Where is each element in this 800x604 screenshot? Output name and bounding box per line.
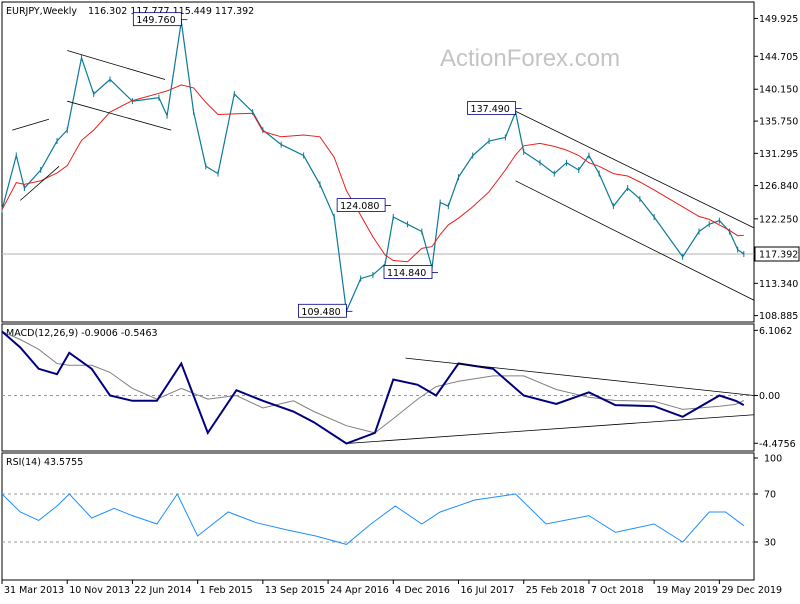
macd-trendline	[405, 357, 755, 396]
macd-trendline	[346, 414, 755, 444]
rsi-line	[1, 493, 745, 545]
rsi-y-tick-label: 100	[764, 454, 782, 465]
callout-box	[336, 198, 386, 212]
callout-label: 109.480	[301, 307, 340, 318]
macd-y-tick-label: 0.00	[759, 391, 780, 402]
price-trendline	[67, 50, 166, 80]
macd-panel-frame	[1, 323, 755, 452]
callout-box	[132, 12, 182, 27]
price-y-tick-label: 122.250	[759, 214, 798, 225]
rsi-y-tick-label: 70	[764, 490, 776, 501]
price-y-tick-label: 140.150	[759, 85, 798, 96]
price-trendline	[67, 100, 172, 131]
x-tick-label: 31 Mar 2013	[4, 585, 64, 596]
price-y-tick-label: 126.840	[759, 181, 798, 192]
callout-label: 114.840	[387, 268, 426, 279]
x-tick-label: 22 Jun 2014	[134, 585, 191, 596]
price-trendline	[12, 118, 49, 131]
price-layer: 149.760 137.490 124.080 114.840 109.480	[1, 12, 755, 318]
watermark: ActionForex.com	[440, 45, 620, 72]
price-trendline	[505, 105, 755, 229]
macd-y-tick-label: -4.4756	[759, 439, 796, 450]
x-tick-label: 7 Oct 2018	[591, 585, 644, 596]
price-y-tick-label: 135.750	[759, 117, 798, 128]
price-y-tick-label: 113.340	[759, 279, 798, 290]
grid-layer	[2, 253, 754, 543]
price-line	[1, 21, 745, 314]
price-panel-title: EURJPY,Weekly	[6, 6, 77, 17]
price-trendline	[515, 180, 755, 301]
axes-layer: 149.925 144.705 140.150 135.750 131.295 126.8…	[1, 14, 800, 596]
x-tick-label: 1 Feb 2015	[200, 585, 253, 596]
x-tick-label: 10 Nov 2013	[69, 585, 130, 596]
rsi-layer	[1, 493, 745, 545]
x-tick-label: 19 May 2019	[656, 585, 718, 596]
rsi-panel-title: RSI(14) 43.5755	[6, 457, 83, 468]
callout-label: 124.080	[340, 201, 379, 212]
moving-average-line	[1, 84, 744, 263]
price-y-tick-label: 131.295	[759, 149, 798, 160]
callout-label: 149.760	[136, 15, 175, 26]
price-y-tick-label: 149.925	[759, 14, 798, 25]
macd-y-tick-label: 6.1062	[759, 326, 792, 337]
macd-line	[1, 330, 745, 445]
callout-label: 137.490	[471, 104, 510, 115]
last-price-box	[754, 246, 800, 262]
rsi-panel-frame	[1, 452, 755, 581]
last-price-label: 117.392	[759, 250, 798, 261]
callout-box	[383, 265, 433, 279]
macd-signal-line	[1, 331, 745, 434]
price-trendline	[20, 166, 60, 201]
callout-box	[298, 303, 347, 318]
x-tick-label: 13 Sep 2015	[265, 585, 325, 596]
macd-layer	[1, 330, 755, 445]
x-tick-label: 25 Feb 2018	[526, 585, 585, 596]
price-panel-frame	[1, 1, 755, 323]
x-tick-label: 4 Dec 2016	[395, 585, 450, 596]
price-y-tick-label: 144.705	[759, 52, 798, 63]
macd-panel-title: MACD(12,26,9) -0.9006 -0.5463	[6, 328, 158, 339]
x-tick-label: 29 Dec 2019	[721, 585, 782, 596]
callout-box	[467, 101, 516, 115]
price-ohlc-label: 116.302 117.777 115.449 117.392	[88, 6, 254, 17]
x-tick-label: 24 Apr 2016	[330, 585, 389, 596]
price-y-tick-label: 108.885	[759, 311, 798, 322]
rsi-y-tick-label: 30	[764, 538, 776, 549]
x-tick-label: 16 Jul 2017	[460, 585, 514, 596]
